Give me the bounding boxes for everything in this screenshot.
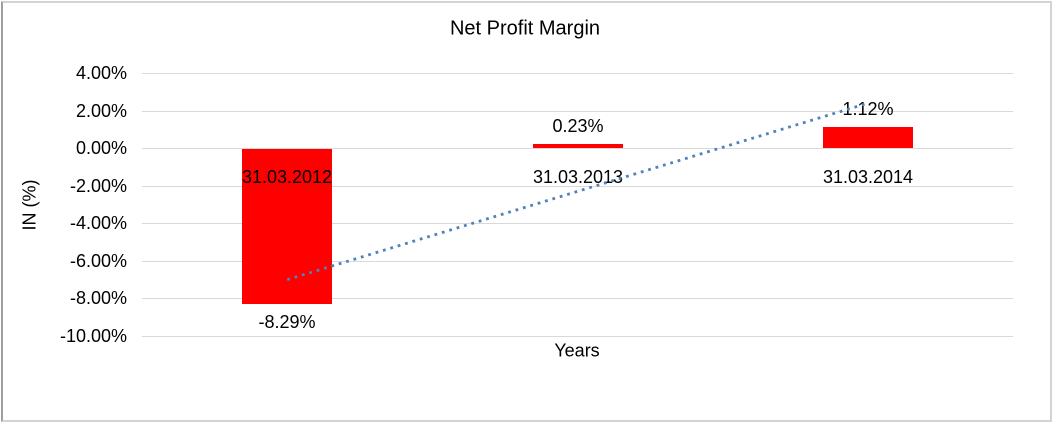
gridline (142, 73, 1013, 74)
y-axis-tick-label: 2.00% (75, 101, 127, 121)
category-label: 31.03.2014 (822, 167, 914, 187)
category-label: 31.03.2013 (532, 167, 624, 187)
bar-31.03.2013 (533, 144, 623, 148)
y-axis-tick-label: -2.00% (69, 176, 127, 196)
y-axis-tick-label: -8.00% (69, 288, 127, 308)
y-axis-tick-label: -10.00% (59, 326, 127, 346)
y-axis-tick-label: -6.00% (69, 251, 127, 271)
x-axis-title: Years (554, 340, 600, 361)
data-label: 1.12% (842, 99, 894, 119)
data-label: 0.23% (552, 116, 604, 136)
gridline (142, 298, 1013, 299)
gridline (142, 336, 1013, 337)
y-axis-tick-label: 4.00% (75, 63, 127, 83)
chart-title: Net Profit Margin (449, 17, 601, 40)
data-label: -8.29% (258, 312, 316, 332)
y-axis-tick-label: 0.00% (75, 138, 127, 158)
category-label: 31.03.2012 (241, 167, 333, 187)
bar-31.03.2014 (823, 127, 913, 148)
y-axis-tick-label: -4.00% (69, 213, 127, 233)
